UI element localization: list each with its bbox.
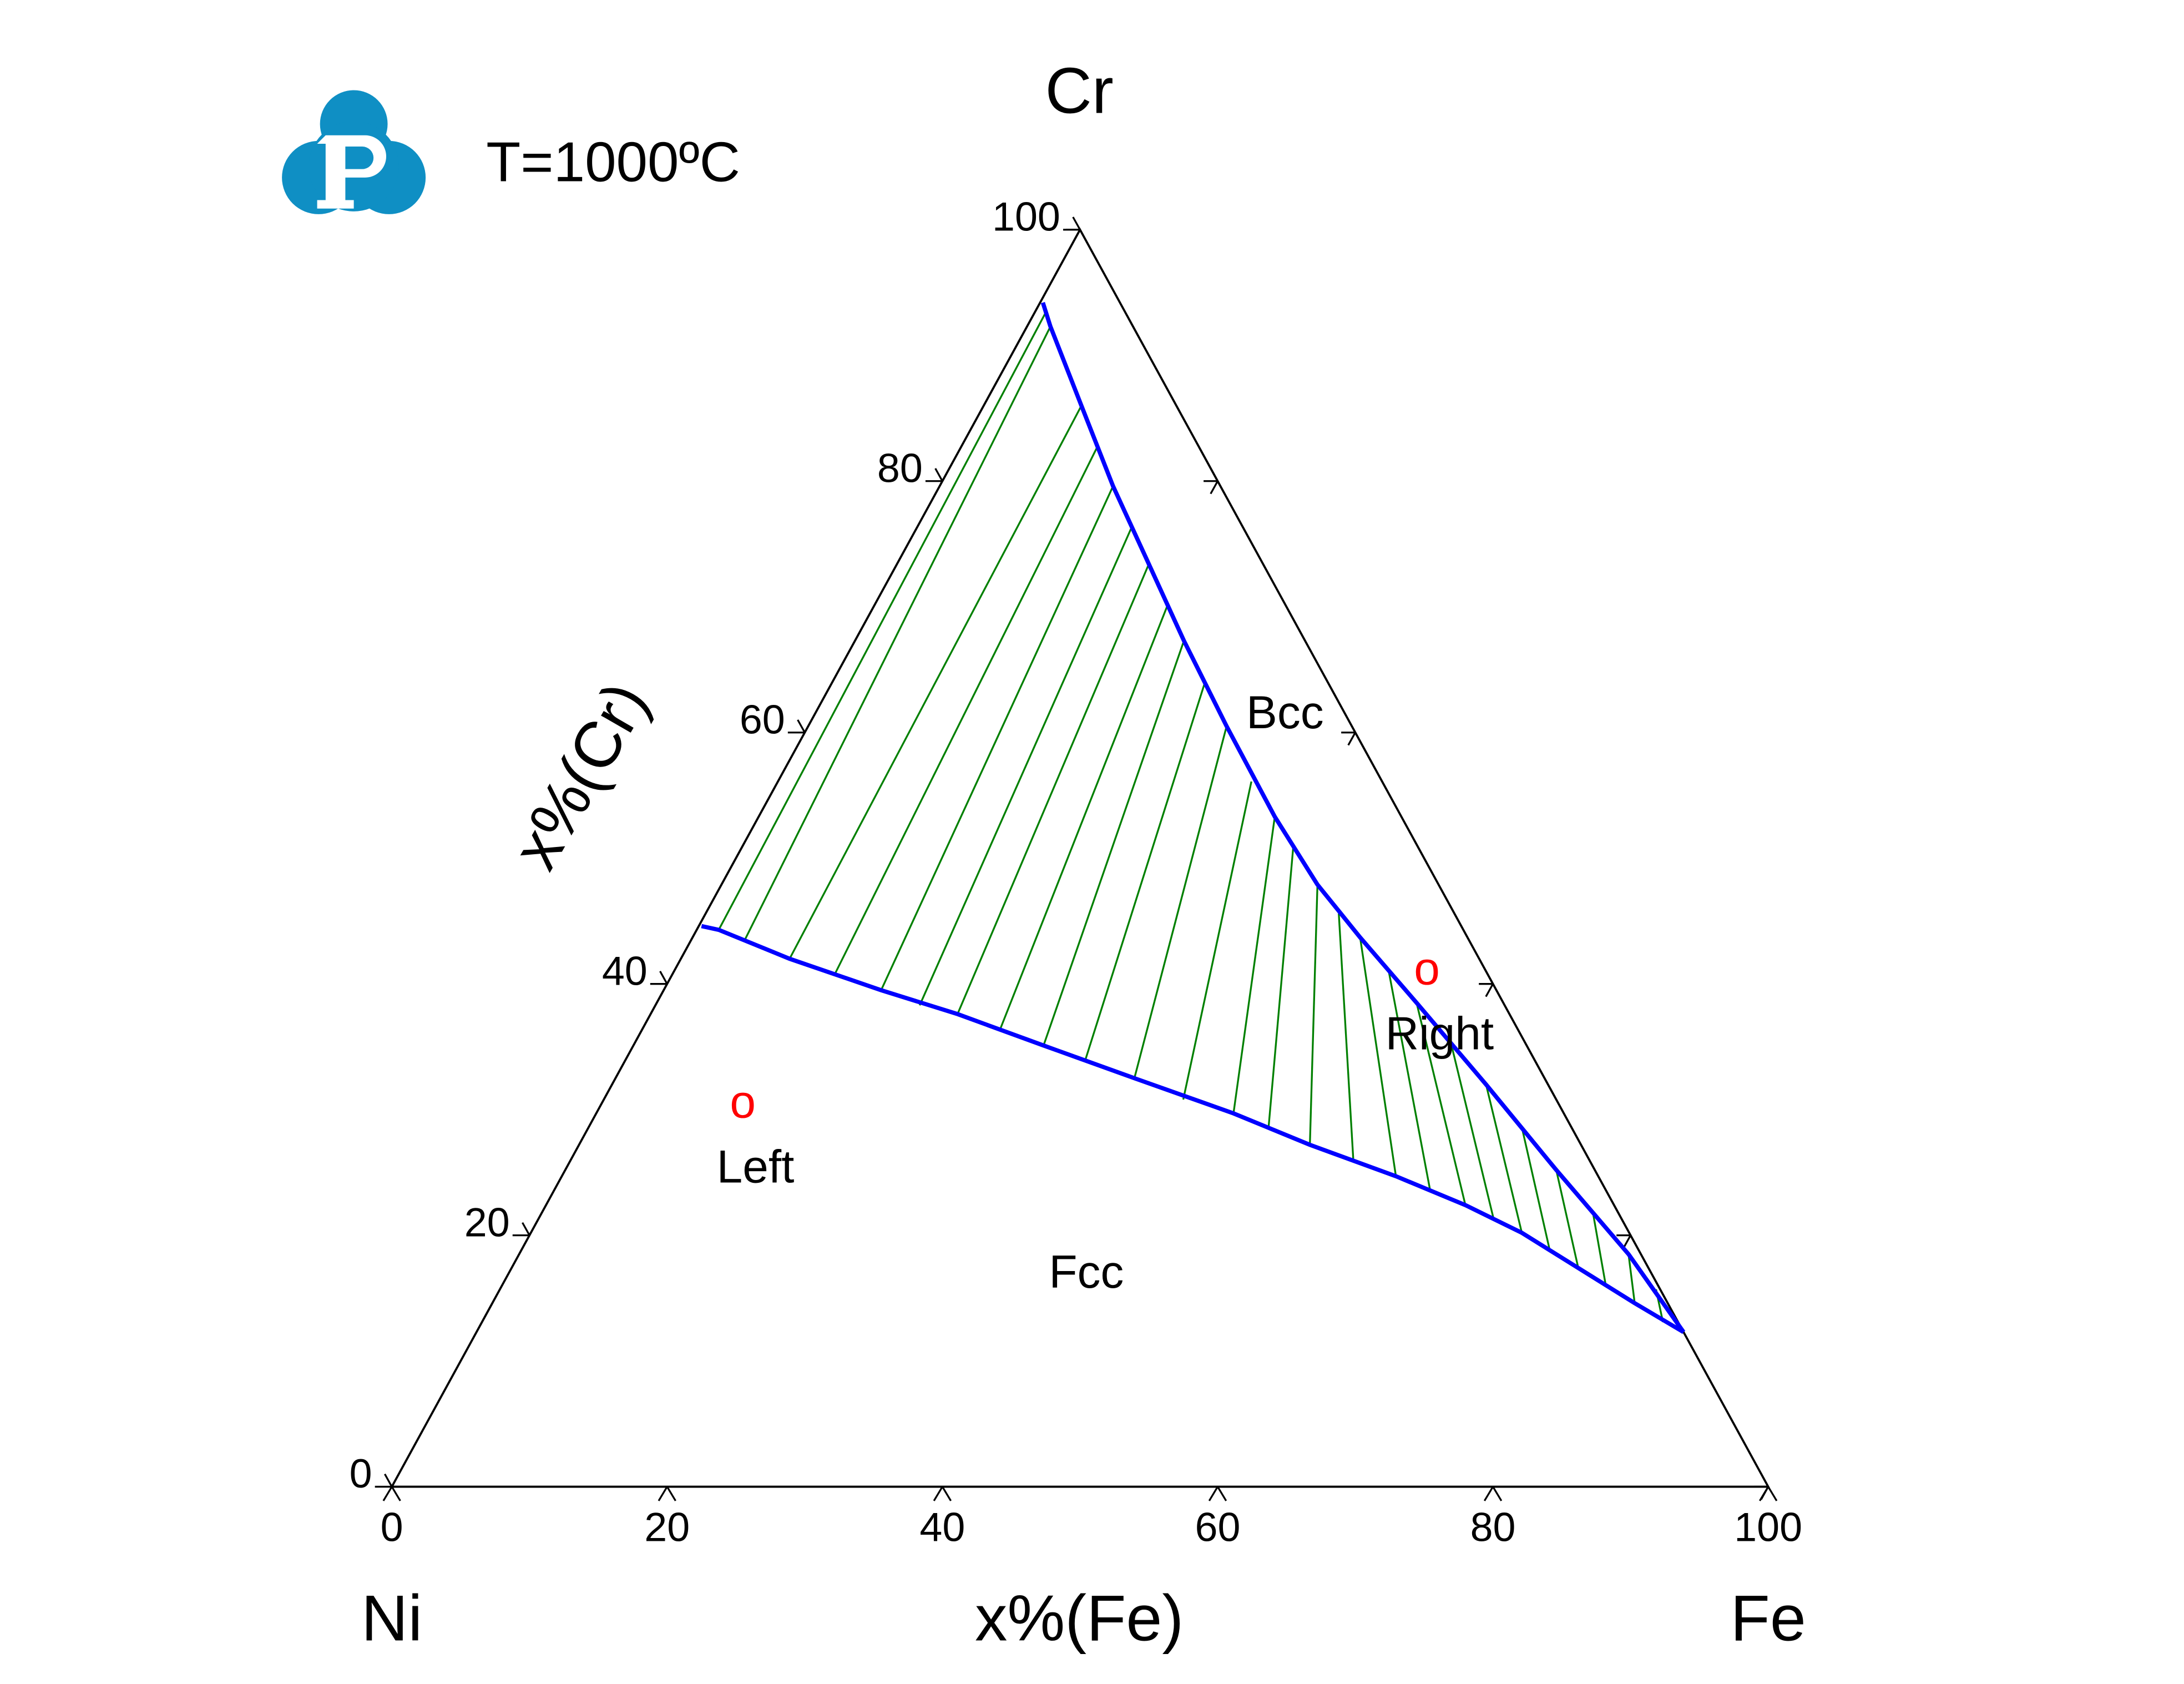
tie-line [1627,1254,1636,1304]
tie-line [717,312,1046,931]
y-tick [1063,216,1081,231]
phase-label: Bcc [1246,686,1324,738]
x-tick [1208,1486,1227,1501]
tie-line [743,326,1051,942]
corner-label: Ni [361,1582,422,1655]
point-label: Right [1386,1007,1494,1059]
tie-line [1309,884,1318,1145]
y-tick-right [1616,1234,1632,1249]
point-marker: o [730,1076,756,1128]
tie-line [1555,1169,1579,1268]
y-tick-label: 100 [992,194,1060,240]
y-tick-right [1479,983,1494,997]
tie-line [1182,781,1252,1100]
corner-label: Cr [1045,54,1114,127]
y-tick-right [1754,1485,1770,1500]
x-tick [382,1486,401,1501]
x-tick-label: 80 [1470,1504,1516,1550]
y-tick-right [1204,480,1219,495]
tie-line [1043,640,1185,1046]
tie-line [1591,1211,1607,1286]
y-tick [512,1222,530,1237]
x-tick-label: 20 [644,1504,690,1550]
y-tick-right [1066,229,1081,243]
y-tick-label: 40 [602,947,648,994]
point-label: Left [717,1140,795,1192]
tie-line [1232,816,1276,1114]
tie-line [1133,725,1228,1078]
y-tick-label: 80 [877,445,923,491]
logo [282,90,426,214]
tie-line [880,486,1114,991]
tie-line [918,528,1132,1006]
y-tick-right [1341,732,1356,746]
y-tick [650,971,668,985]
tie-line [1359,937,1397,1177]
y-tick-label: 60 [740,696,785,742]
tie-line [999,605,1169,1030]
x-tick [1483,1486,1503,1501]
tie-line [1415,1002,1467,1206]
y-tick-label: 0 [350,1450,372,1496]
tie-line [1521,1127,1551,1252]
phase-boundary [701,924,1685,1334]
point-marker: o [1414,942,1440,995]
phase-boundary [1040,302,1686,1334]
y-tick [787,719,806,734]
triangle-frame [390,227,1770,1488]
y-tick [375,1473,393,1488]
y-tick [925,468,943,482]
x-tick-label: 0 [381,1504,403,1550]
y-tick-label: 20 [464,1199,510,1245]
x-tick-label: 40 [919,1504,965,1550]
tie-line [833,448,1098,976]
tie-line [1485,1084,1523,1233]
tie-line [1267,845,1295,1127]
tie-line [1450,1042,1495,1219]
corner-label: Fe [1731,1582,1806,1655]
x-tick-label: 60 [1195,1504,1241,1550]
phase-label: Fcc [1049,1246,1124,1298]
x-tick [933,1486,952,1501]
x-axis-label: x%(Fe) [975,1582,1184,1655]
y-axis-label: x%(Cr) [498,670,662,881]
tie-line [1338,913,1354,1159]
x-tick-label: 100 [1734,1504,1802,1550]
tie-line [957,563,1150,1015]
chart-title: T=1000ºC [486,130,740,193]
tie-line [1084,683,1206,1060]
tie-line [1388,972,1432,1192]
x-tick [658,1486,676,1501]
tie-line [788,405,1083,960]
